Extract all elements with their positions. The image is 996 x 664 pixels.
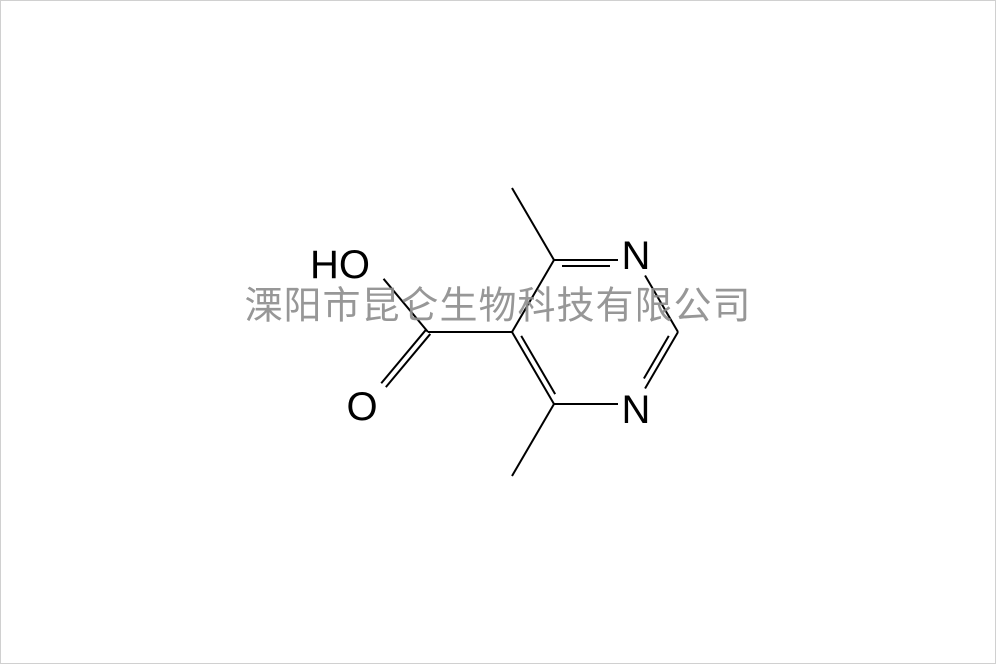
molecule-svg [0, 0, 996, 664]
atom-label-O_dbl: O [346, 387, 377, 427]
atom-label-N3: N [622, 236, 651, 276]
atom-label-N1: N [622, 390, 651, 430]
canvas: 溧阳市昆仑生物科技有限公司 HOONN [0, 0, 996, 664]
atom-label-O_oh: HO [310, 245, 370, 285]
